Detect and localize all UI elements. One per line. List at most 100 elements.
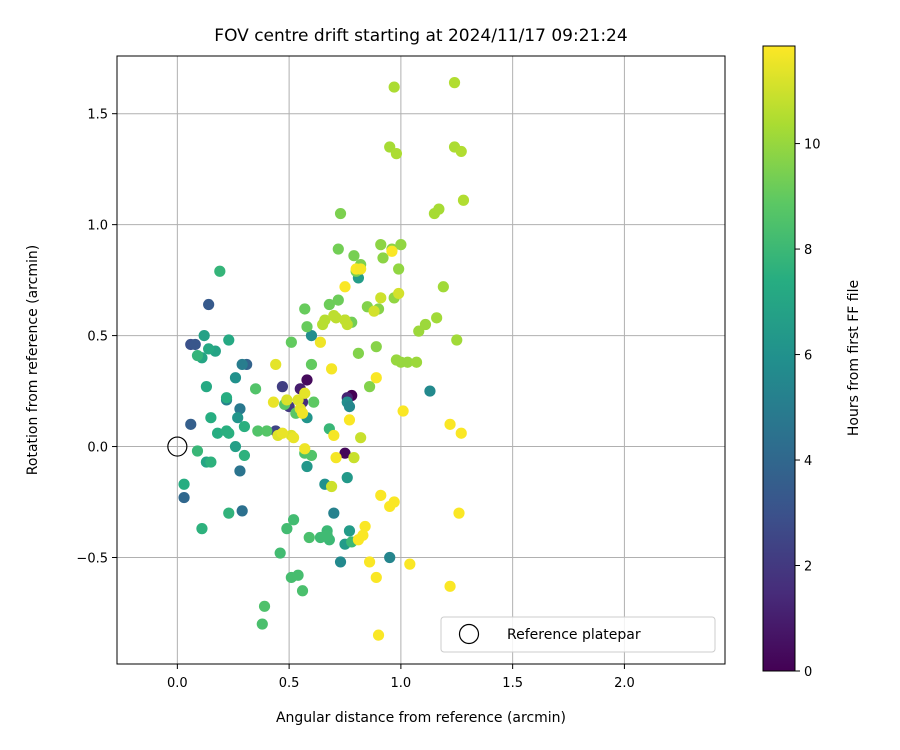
scatter-point [359,520,371,533]
scatter-point [178,478,190,490]
legend-marker-reference [458,623,480,645]
scatter-point [223,507,235,519]
scatter-point [234,403,246,415]
colorbar-tick-label: 4 [804,454,812,469]
scatter-point [375,489,387,501]
scatter-point [285,336,297,348]
legend: Reference platepar [440,616,716,653]
scatter-point [305,329,318,342]
scatter-point [355,432,367,444]
scatter-point [234,465,246,477]
scatter-point [296,407,309,419]
y-tick-label: 1.5 [87,108,108,123]
scatter-point [238,420,251,433]
scatter-point [301,374,313,386]
scatter-point [370,571,382,584]
x-tick-label: 1.5 [502,676,523,691]
colorbar-tick-label: 6 [804,349,812,364]
scatter-point [453,507,465,519]
scatter-point [249,383,262,395]
chart-title: FOV centre drift starting at 2024/11/17 … [214,26,627,46]
scatter-point [339,447,351,459]
scatter-point [424,385,436,397]
scatter-point [375,239,387,251]
scatter-point [203,298,215,311]
scatter-point [196,523,208,535]
plot-area-frame [116,55,726,665]
scatter-point [455,145,467,158]
y-tick-label: 0.0 [87,441,108,456]
scatter-point [431,312,443,324]
scatter-point [267,396,280,408]
scatter-point [238,449,251,462]
scatter-point [205,456,217,468]
colorbar-label: Hours from first FF file [846,280,862,436]
scatter-point [232,412,244,424]
scatter-point [258,600,271,612]
colorbar-tick-label: 10 [804,138,821,153]
scatter-point [433,203,445,215]
scatter-point [448,77,461,89]
legend-label-reference: Reference platepar [507,627,641,643]
scatter-point [223,427,235,439]
scatter-point [299,443,311,455]
scatter-point [393,287,405,300]
scatter-point [178,491,190,504]
scatter-point [261,425,273,437]
scatter-point [296,585,309,597]
scatter-point [330,312,342,324]
scatter-point [348,250,360,262]
scatter-point [223,334,235,346]
scatter-point [343,400,356,413]
scatter-point [390,148,403,160]
scatter-point [352,347,365,359]
scatter-point [314,336,327,348]
scatter-point [252,425,264,437]
scatter-point [388,496,400,508]
scatter-point [191,445,204,457]
scatter-point [256,618,268,630]
scatter-points [167,77,470,641]
scatter-point [393,263,405,275]
reference-platepar-marker [167,436,188,457]
scatter-point [341,318,353,331]
scatter-point [375,292,387,304]
scatter-point [214,265,226,277]
y-tick-label: 0.5 [87,330,108,345]
scatter-point [419,318,432,331]
scatter-point [370,372,382,384]
scatter-point [330,452,342,464]
x-tick-label: 2.0 [614,676,635,691]
scatter-point [444,418,456,430]
scatter-point [281,394,293,406]
scatter-point [341,472,353,484]
legend-box [440,616,716,653]
x-tick-label: 0.5 [279,676,300,691]
scatter-point [343,414,356,426]
scatter-point [191,349,204,362]
scatter-point [386,245,398,257]
scatter-point [323,298,335,311]
scatter-point [384,551,396,564]
scatter-point [229,440,242,453]
colorbar-ticks: 0 2 4 6 8 10 [795,138,821,680]
scatter-point [410,356,423,368]
y-tick-label: −0.5 [76,551,108,566]
scatter-point [363,556,376,568]
scatter-point [211,427,224,439]
scatter-point [303,531,315,544]
scatter-point [281,523,293,535]
colorbar-gradient [762,45,796,672]
scatter-point [328,429,340,442]
scatter-point [185,418,197,430]
scatter-point [395,239,407,251]
x-tick-label: 0.0 [167,676,188,691]
scatter-point [189,338,201,351]
scatter-point [444,580,456,592]
scatter-point [220,392,233,404]
colorbar-tick-label: 2 [804,560,812,575]
scatter-point [287,432,300,444]
scatter-point [236,358,248,371]
y-axis-label: Rotation from reference (arcmin) [25,245,41,475]
